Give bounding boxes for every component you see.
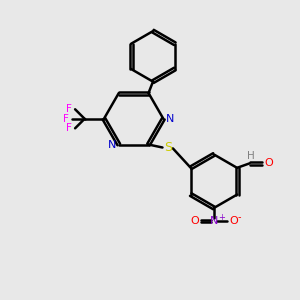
Text: S: S: [164, 141, 172, 154]
Text: N: N: [166, 114, 174, 124]
Text: N: N: [210, 216, 218, 226]
Text: F: F: [63, 114, 68, 124]
Text: F: F: [66, 104, 71, 114]
Text: O: O: [190, 216, 199, 226]
Text: F: F: [66, 123, 71, 133]
Text: +: +: [218, 213, 225, 222]
Text: N: N: [108, 140, 116, 149]
Text: O: O: [264, 158, 273, 168]
Text: H: H: [247, 151, 255, 161]
Text: O: O: [229, 216, 238, 226]
Text: -: -: [238, 212, 241, 223]
